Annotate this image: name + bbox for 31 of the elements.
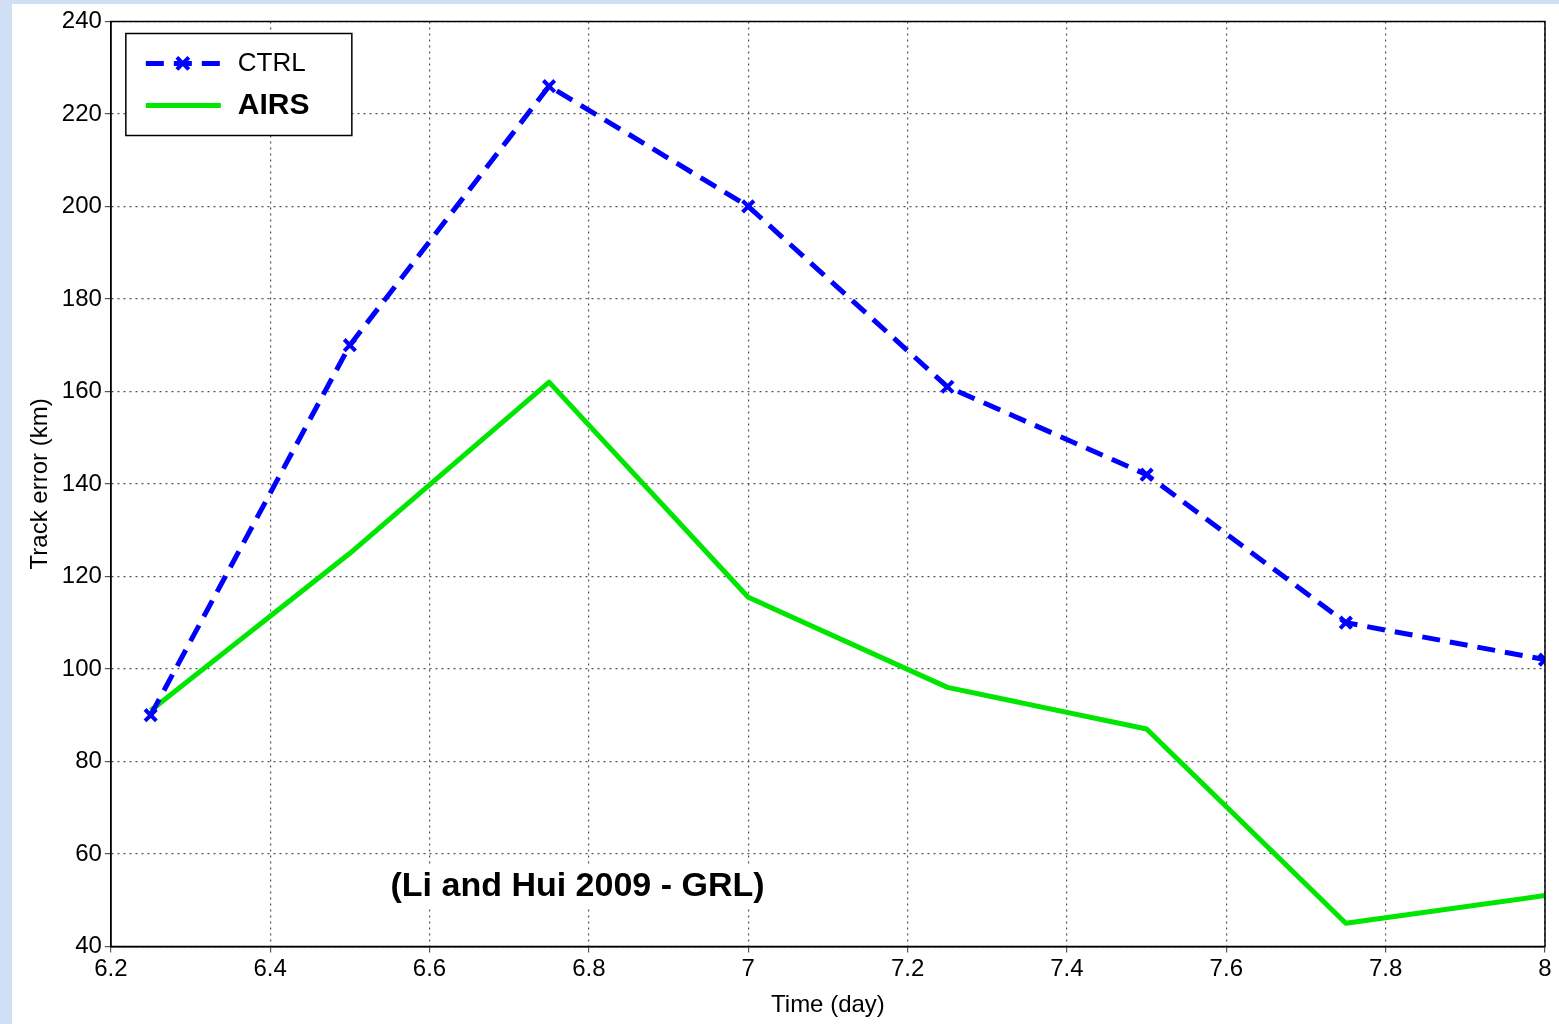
x-tick-label: 6.4 bbox=[253, 954, 287, 982]
legend-label: AIRS bbox=[237, 86, 310, 120]
x-tick-label: 7.2 bbox=[890, 954, 925, 982]
point bbox=[541, 78, 557, 94]
x-tick-label: 7.6 bbox=[1209, 954, 1243, 982]
point bbox=[740, 198, 756, 215]
x-tick-label: 7.8 bbox=[1368, 954, 1403, 982]
point bbox=[1338, 614, 1354, 631]
y-tick-label: 160 bbox=[61, 376, 102, 404]
x-tick-label: 7 bbox=[741, 954, 755, 982]
y-tick-label: 200 bbox=[61, 191, 102, 219]
y-tick-label: 180 bbox=[61, 283, 102, 311]
legend-label: CTRL bbox=[237, 46, 306, 77]
point bbox=[939, 379, 956, 395]
y-tick-label: 140 bbox=[61, 468, 102, 496]
y-tick-label: 220 bbox=[61, 98, 102, 126]
point bbox=[1138, 466, 1155, 483]
y-tick-label: 120 bbox=[61, 561, 102, 589]
x-tick-label: 8 bbox=[1538, 954, 1552, 982]
y-tick-label: 240 bbox=[61, 6, 102, 34]
x-tick-label: 6.8 bbox=[572, 954, 606, 982]
x-tick-label: 6.6 bbox=[412, 954, 447, 982]
y-tick-label: 80 bbox=[75, 746, 102, 774]
x-tick-label: 7.4 bbox=[1050, 954, 1084, 982]
y-axis-title: Track error (km) bbox=[25, 398, 53, 570]
x-axis-title: Time (day) bbox=[771, 990, 885, 1018]
point bbox=[342, 337, 358, 353]
annotation: (Li and Hui 2009 - GRL) bbox=[390, 864, 765, 903]
point bbox=[143, 707, 159, 723]
y-tick-label: 60 bbox=[75, 838, 102, 866]
y-tick-label: 100 bbox=[61, 653, 102, 681]
